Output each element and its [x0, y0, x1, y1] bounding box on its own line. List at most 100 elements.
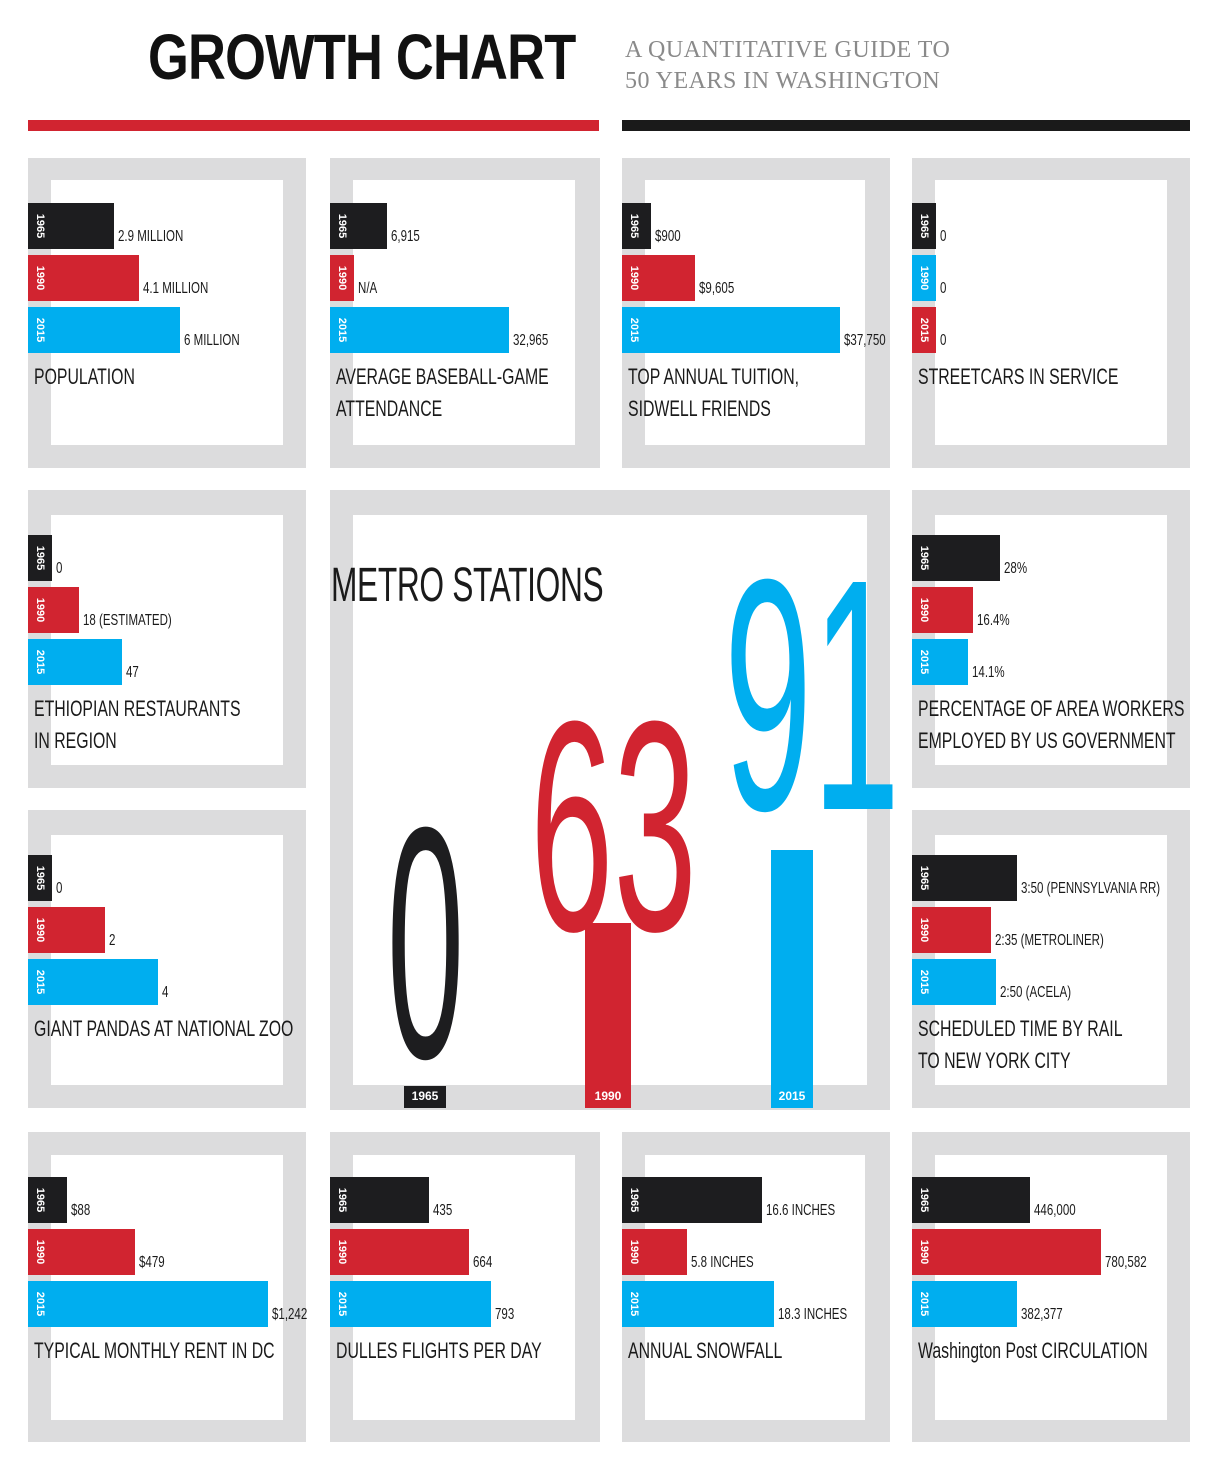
bar: [52, 907, 105, 953]
year-tag-bg: [330, 1229, 354, 1275]
year-tag-bg: [28, 587, 52, 633]
year-tag-bg: [330, 255, 354, 301]
bar: [52, 587, 79, 633]
year-label: 1965: [918, 1188, 930, 1212]
year-tag-bg: [622, 203, 646, 249]
year-label: 1990: [918, 1240, 930, 1264]
chart-label: SCHEDULED TIME BY RAIL TO NEW YORK CITY: [918, 1013, 1123, 1077]
value-label: 47: [126, 664, 139, 681]
chart-label: Washington Post CIRCULATION: [918, 1335, 1148, 1367]
year-tag: 2015: [28, 1281, 52, 1327]
value-label: 5.8 INCHES: [690, 1254, 754, 1271]
value-label: 2.9 MILLION: [117, 228, 184, 245]
bar: [52, 639, 122, 685]
year-tag: 1990: [330, 1229, 354, 1275]
bar: [354, 1281, 491, 1327]
year-tag: 1990: [622, 255, 646, 301]
bar: [354, 203, 387, 249]
chart-label-line: STREETCARS IN SERVICE: [918, 364, 1119, 389]
year-tag-bg: [28, 907, 52, 953]
year-tag-bg: [912, 855, 936, 901]
value-label: 793: [495, 1306, 515, 1323]
bar: [936, 907, 991, 953]
value-label: $1,242: [272, 1306, 308, 1323]
chart-panel-streetcars: [935, 180, 1167, 445]
year-label: 1965: [34, 866, 46, 890]
chart-label: DULLES FLIGHTS PER DAY: [336, 1335, 542, 1367]
year-tag: 2015: [28, 639, 52, 685]
chart-label: STREETCARS IN SERVICE: [918, 361, 1118, 393]
year-tag: 2015: [28, 959, 52, 1005]
chart-label-line: ETHIOPIAN RESTAURANTS: [34, 696, 241, 721]
year-tag-bg: [912, 255, 936, 301]
bar: [936, 1281, 1017, 1327]
bar: [354, 1229, 469, 1275]
year-tag-bg: [912, 639, 936, 685]
value-label: 4: [162, 984, 169, 1001]
year-label: 2015: [336, 318, 348, 342]
year-label: 1965: [336, 214, 348, 238]
bar: [936, 1177, 1031, 1223]
bar: [52, 255, 140, 301]
year-label: 2015: [34, 650, 46, 674]
year-tag: 1965: [912, 1177, 936, 1223]
chart-label: PERCENTAGE OF AREA WORKERS EMPLOYED BY US…: [918, 693, 1184, 757]
chart-label: ANNUAL SNOWFALL: [628, 1335, 782, 1367]
value-label: 3:50 (PENNSYLVANIA RR): [1021, 880, 1161, 897]
year-label: 1990: [628, 1240, 640, 1264]
value-label: 18 (ESTIMATED): [82, 612, 172, 629]
year-tag-bg: [622, 307, 646, 353]
metro-year-tag: 2015: [771, 1086, 813, 1108]
chart-label: ETHIOPIAN RESTAURANTS IN REGION: [34, 693, 241, 757]
year-tag-bg: [330, 1281, 354, 1327]
value-label: 0: [940, 228, 947, 245]
chart-label: TOP ANNUAL TUITION, SIDWELL FRIENDS: [628, 361, 799, 425]
bar: [52, 1229, 136, 1275]
value-label: 382,377: [1020, 1306, 1063, 1323]
year-label: 1965: [918, 546, 930, 570]
year-tag-bg: [28, 639, 52, 685]
year-label: 1965: [918, 214, 930, 238]
chart-label-line: TYPICAL MONTHLY RENT IN DC: [34, 1338, 275, 1363]
year-label: 1990: [34, 918, 46, 942]
bar: [936, 535, 1000, 581]
year-tag-bg: [912, 1177, 936, 1223]
year-tag-bg: [912, 203, 936, 249]
chart-label: GIANT PANDAS AT NATIONAL ZOO: [34, 1013, 293, 1045]
year-tag-bg: [28, 1229, 52, 1275]
year-tag: 1990: [28, 907, 52, 953]
value-label: 435: [433, 1202, 453, 1219]
chart-label-line: ATTENDANCE: [336, 396, 443, 421]
year-label: 1990: [336, 266, 348, 290]
year-tag: 1965: [28, 855, 52, 901]
year-tag: 1990: [330, 255, 354, 301]
year-tag-bg: [912, 587, 936, 633]
year-label: 1965: [34, 1188, 46, 1212]
year-tag-bg: [28, 959, 52, 1005]
year-tag-bg: [330, 1177, 354, 1223]
value-label: 446,000: [1034, 1202, 1076, 1219]
year-tag: 2015: [622, 307, 646, 353]
red-rule: [28, 120, 599, 131]
value-label: 14.1%: [972, 664, 1005, 681]
year-tag: 1965: [622, 203, 646, 249]
year-tag-bg: [28, 1177, 52, 1223]
metro-bar: [585, 922, 631, 1086]
chart-label-line: ANNUAL SNOWFALL: [628, 1338, 783, 1363]
year-label: 1990: [918, 918, 930, 942]
bar: [52, 1177, 68, 1223]
year-tag: 1965: [912, 855, 936, 901]
year-label: 2015: [918, 650, 930, 674]
year-label: 1965: [34, 546, 46, 570]
year-tag: 1990: [912, 255, 936, 301]
chart-label-line: SIDWELL FRIENDS: [628, 396, 771, 421]
year-label: 1965: [628, 1188, 640, 1212]
year-tag-bg: [330, 203, 354, 249]
subtitle-line-1: A QUANTITATIVE GUIDE TO: [625, 37, 951, 63]
year-tag: 2015: [330, 307, 354, 353]
year-label: 1990: [918, 266, 930, 290]
year-tag-bg: [28, 203, 52, 249]
bar: [646, 1177, 763, 1223]
year-label: 1965: [34, 214, 46, 238]
year-tag-bg: [28, 255, 52, 301]
